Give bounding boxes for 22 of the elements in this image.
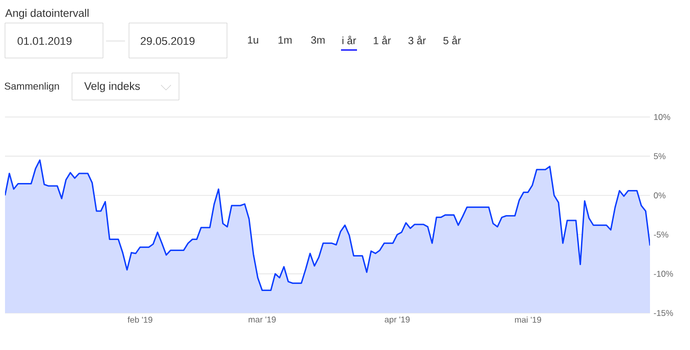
y-tick-label: -10%: [654, 270, 673, 277]
x-tick-label: mar '19: [248, 316, 276, 323]
text: i år: [342, 36, 356, 44]
text: 5 år: [443, 36, 461, 44]
text: 01.01.2019: [18, 37, 72, 45]
y-tick-label: 10%: [654, 114, 670, 120]
x-tick-label: feb '19: [128, 316, 152, 323]
text: Angi datointervall: [5, 8, 89, 20]
y-tick-label: 0%: [654, 192, 666, 198]
text: 1 år: [374, 36, 391, 44]
text: 1u: [248, 36, 258, 44]
text: Velg indeks: [84, 82, 140, 92]
text: 1m: [278, 36, 292, 44]
text: 29.05.2019: [140, 37, 195, 45]
text: Sammenlign: [4, 82, 59, 92]
text: 3 år: [408, 36, 426, 44]
x-tick-label: apr '19: [384, 316, 410, 324]
x-tick-label: mai '19: [515, 316, 542, 323]
y-tick-label: 5%: [654, 153, 666, 160]
y-tick-label: -15%: [654, 310, 673, 316]
y-tick-label: -5%: [654, 232, 668, 238]
text: 3m: [311, 36, 325, 44]
